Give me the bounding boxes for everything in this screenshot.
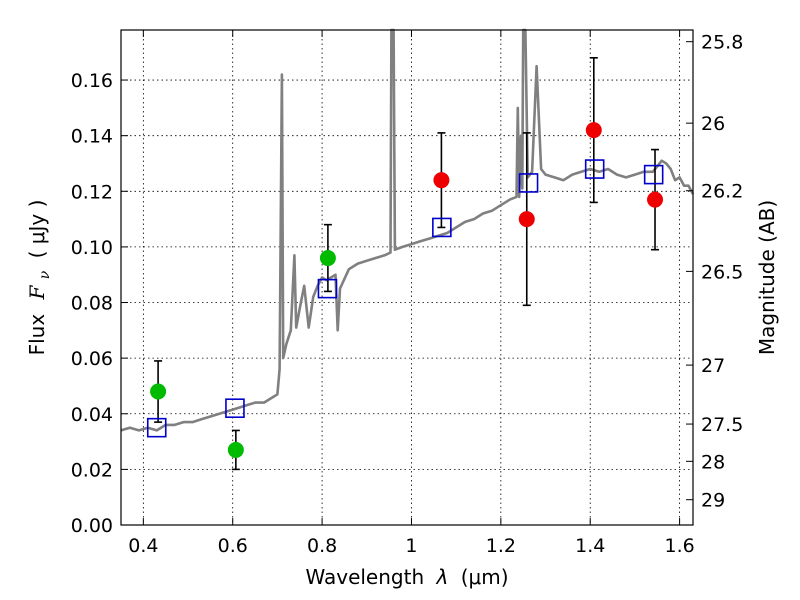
model-photometry-square	[317, 278, 338, 299]
photometry-point	[647, 191, 664, 208]
plot-frame	[120, 29, 694, 526]
model-photometry-square	[518, 173, 539, 193]
spectrum-layer	[120, 28, 695, 432]
y2-tick-label: 29	[701, 490, 725, 512]
x-tick-label: 0.8	[307, 535, 337, 557]
y-tick-label: 0.08	[71, 293, 113, 315]
photometry-point	[585, 122, 602, 139]
y-axis-symbol: F	[25, 284, 49, 300]
y2-tick-label: 27	[701, 355, 725, 377]
grid	[121, 30, 693, 525]
y-tick-label: 0.02	[71, 459, 113, 481]
model-photometry-square	[584, 159, 605, 179]
x-axis-unit: (μm)	[461, 565, 509, 589]
photometry-point	[319, 250, 336, 267]
y-axis-label-text: Flux	[25, 314, 49, 356]
y2-axis-label: Magnitude (AB)	[755, 200, 779, 355]
model-photometry-square	[643, 164, 664, 185]
y-tick-label: 0.06	[71, 348, 113, 370]
y-tick-label: 0.14	[71, 126, 113, 148]
spectrum-line	[120, 28, 695, 432]
axis-ticks: 0.4 0.6 0.8 1 1.2 1.4 1.6 0.00 0.02 0.04 0.06 0.08 0…	[71, 30, 743, 557]
x-tick-label: 1.2	[486, 535, 516, 557]
photometry-point	[518, 211, 535, 228]
y-tick-label: 0.04	[71, 404, 113, 426]
y-axis-subscript: ν	[37, 270, 53, 279]
x-tick-label: 1.6	[664, 535, 694, 557]
observed-photometry-markers	[150, 122, 664, 458]
y2-tick-label: 26.5	[701, 261, 743, 283]
x-axis-label: Wavelength λ (μm)	[305, 565, 508, 589]
model-photometry-square	[225, 398, 245, 419]
photometry-point	[433, 172, 450, 189]
x-tick-label: 0.4	[128, 535, 158, 557]
y2-tick-label: 27.5	[701, 414, 743, 436]
y-tick-label: 0.12	[71, 181, 113, 203]
y-axis-unit: ( μJy )	[25, 200, 49, 259]
photometry-point	[150, 383, 167, 400]
y-tick-label: 0.16	[71, 70, 113, 92]
y2-tick-label: 25.8	[701, 32, 743, 54]
x-tick-label: 1	[405, 535, 417, 557]
x-axis-label-text: Wavelength	[305, 565, 424, 589]
model-photometry-square	[432, 217, 452, 238]
x-axis-symbol: λ	[436, 565, 449, 589]
y-tick-label: 0.10	[71, 237, 113, 259]
y2-tick-label: 28	[701, 451, 725, 473]
model-photometry-markers	[146, 159, 664, 438]
model-photometry-square	[146, 417, 167, 438]
photometry-point	[227, 441, 244, 458]
y-axis-label: Flux F ν ( μJy )	[25, 200, 54, 356]
error-bars	[154, 57, 660, 471]
x-tick-label: 0.6	[218, 535, 248, 557]
y2-tick-label: 26.2	[701, 181, 743, 203]
y-tick-label: 0.00	[71, 515, 113, 537]
x-tick-label: 1.4	[575, 535, 605, 557]
y2-tick-label: 26	[701, 113, 725, 135]
